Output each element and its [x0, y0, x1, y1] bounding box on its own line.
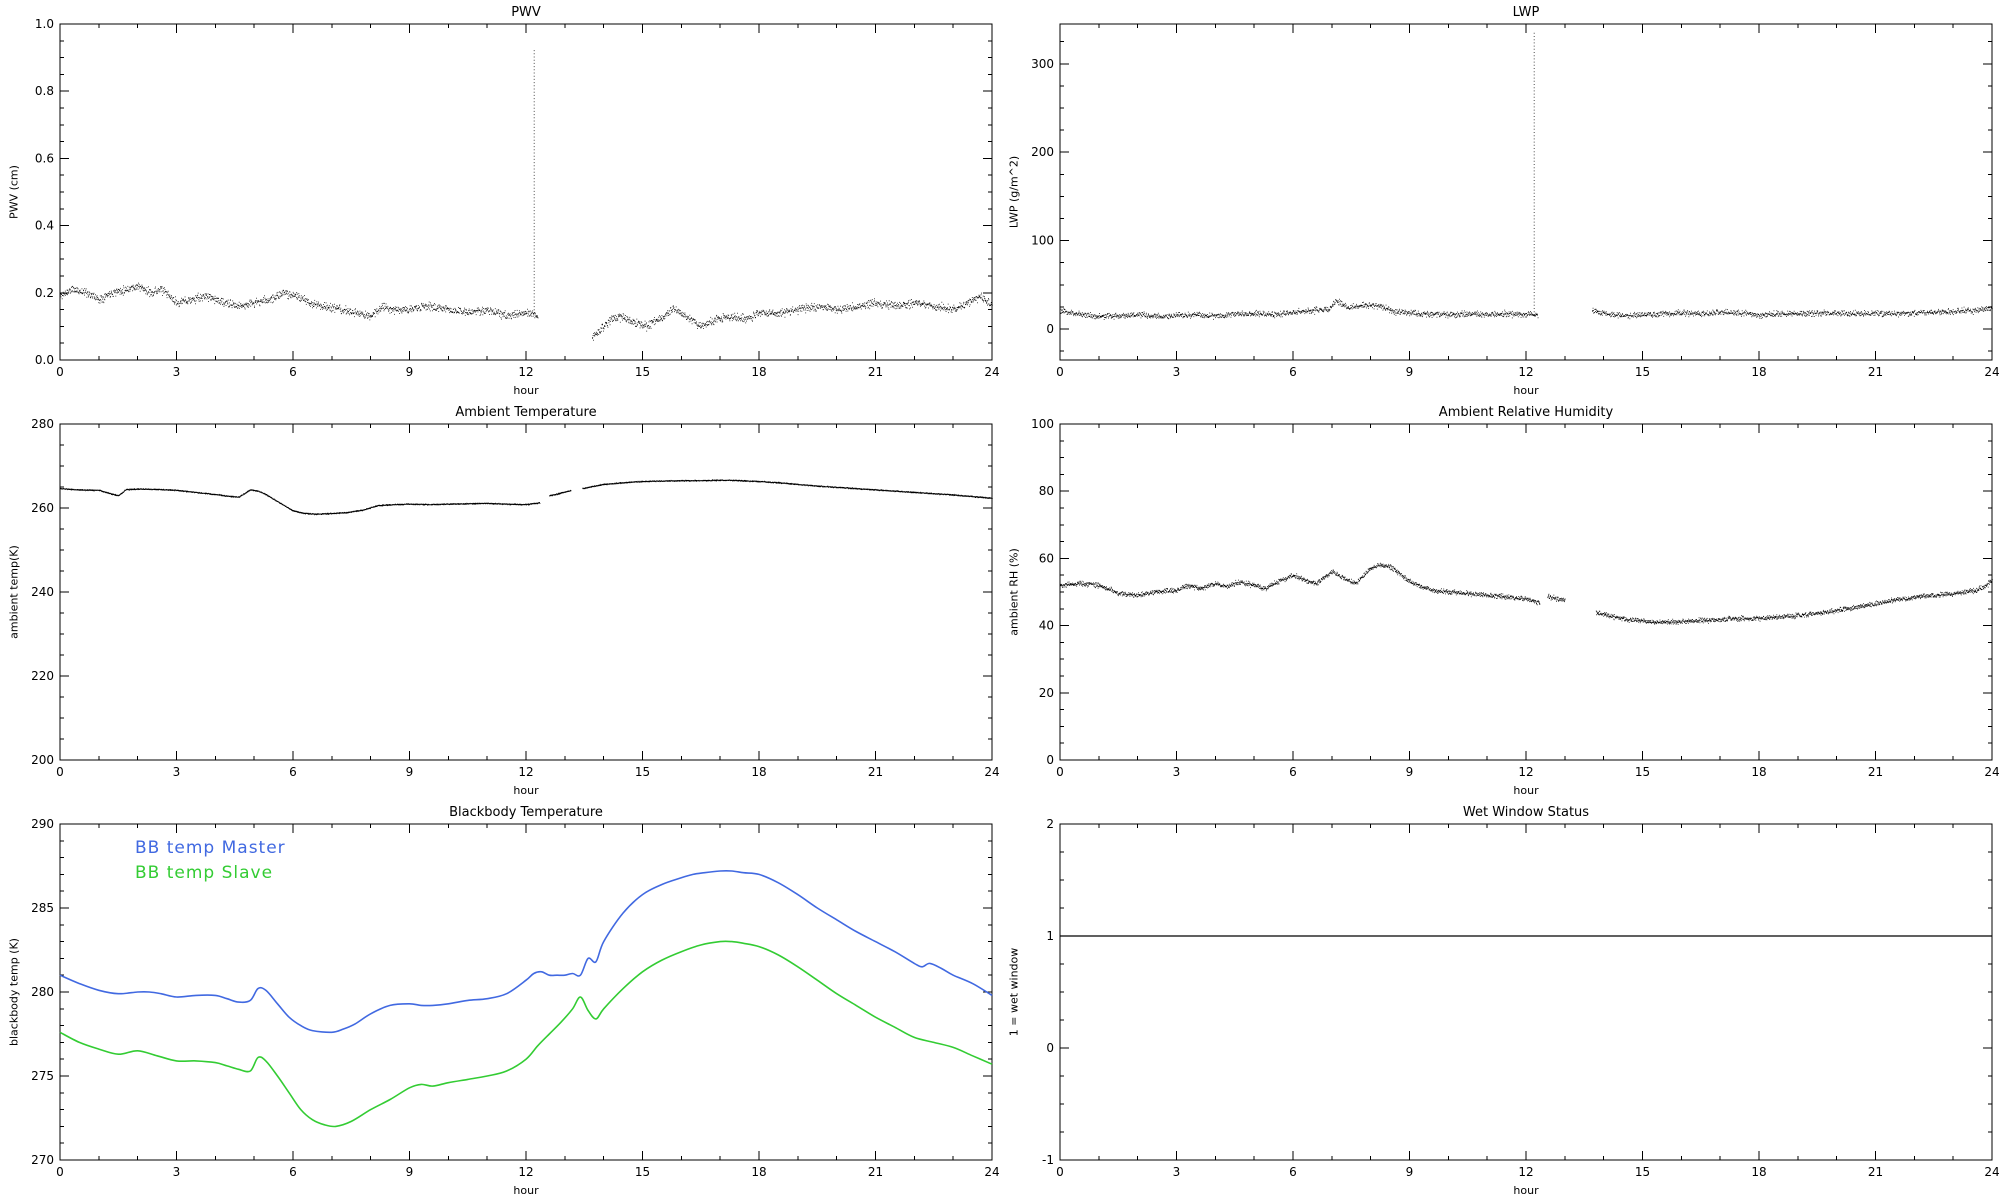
- svg-text:24: 24: [1984, 365, 1999, 379]
- svg-text:220: 220: [31, 669, 54, 683]
- svg-text:1: 1: [1046, 929, 1054, 943]
- svg-text:1.0: 1.0: [35, 17, 54, 31]
- svg-text:24: 24: [1984, 765, 1999, 779]
- svg-text:60: 60: [1039, 551, 1054, 565]
- svg-text:3: 3: [173, 1165, 181, 1179]
- svg-text:15: 15: [635, 365, 650, 379]
- svg-text:290: 290: [31, 817, 54, 831]
- svg-text:3: 3: [1173, 1165, 1181, 1179]
- svg-text:2: 2: [1046, 817, 1054, 831]
- svg-text:21: 21: [1868, 1165, 1883, 1179]
- svg-text:285: 285: [31, 901, 54, 915]
- svg-text:3: 3: [1173, 365, 1181, 379]
- svg-text:0: 0: [1056, 1165, 1064, 1179]
- svg-text:18: 18: [751, 1165, 766, 1179]
- svg-text:6: 6: [1289, 765, 1297, 779]
- svg-text:100: 100: [1031, 417, 1054, 431]
- ambient-relative-humidity-chart: 0 3 6 9 12 15 18 21 24 0 20 40 60 80 100: [1031, 417, 2000, 779]
- svg-text:12: 12: [518, 1165, 533, 1179]
- svg-text:6: 6: [289, 765, 297, 779]
- svg-text:6: 6: [1289, 365, 1297, 379]
- svg-text:24: 24: [984, 765, 999, 779]
- svg-text:270: 270: [31, 1153, 54, 1167]
- svg-text:260: 260: [31, 501, 54, 515]
- svg-text:3: 3: [173, 765, 181, 779]
- svg-text:9: 9: [406, 365, 414, 379]
- svg-text:200: 200: [31, 753, 54, 767]
- svg-text:9: 9: [406, 765, 414, 779]
- svg-text:200: 200: [1031, 145, 1054, 159]
- svg-text:18: 18: [1751, 765, 1766, 779]
- svg-text:9: 9: [406, 1165, 414, 1179]
- pwv-chart: 0 3 6 9 12 15 18 21 24 0.0 0.2 0.4 0.6 0.8 1.0: [35, 17, 1000, 379]
- panel-blackbody-temperature: 0 3 6 9 12 15 18 21 24 270 275 280 285 290 Blackbody …: [0, 800, 1000, 1200]
- svg-text:40: 40: [1039, 619, 1054, 633]
- svg-text:21: 21: [868, 1165, 883, 1179]
- svg-text:3: 3: [1173, 765, 1181, 779]
- svg-text:0.0: 0.0: [35, 353, 54, 367]
- svg-text:280: 280: [31, 417, 54, 431]
- svg-text:0.4: 0.4: [35, 219, 54, 233]
- svg-text:6: 6: [289, 365, 297, 379]
- svg-text:15: 15: [1635, 365, 1650, 379]
- svg-text:6: 6: [1289, 1165, 1297, 1179]
- svg-text:15: 15: [1635, 1165, 1650, 1179]
- panel-pwv: 0 3 6 9 12 15 18 21 24 0.0 0.2 0.4 0.6 0.8 1.0 PWV PWV…: [0, 0, 1000, 400]
- svg-text:9: 9: [1406, 1165, 1414, 1179]
- svg-text:12: 12: [518, 765, 533, 779]
- svg-text:24: 24: [984, 365, 999, 379]
- svg-text:15: 15: [635, 1165, 650, 1179]
- svg-text:240: 240: [31, 585, 54, 599]
- ambient-temperature-chart: 0 3 6 9 12 15 18 21 24 200 220 240 260 280: [31, 417, 1000, 779]
- svg-text:21: 21: [868, 765, 883, 779]
- svg-text:0.6: 0.6: [35, 151, 54, 165]
- svg-text:300: 300: [1031, 57, 1054, 71]
- svg-text:100: 100: [1031, 234, 1054, 248]
- svg-text:0: 0: [1056, 365, 1064, 379]
- panel-wet-window-status: 0 3 6 9 12 15 18 21 24 -1 0 1 2 Wet Window Status 1 …: [1000, 800, 2000, 1200]
- svg-text:20: 20: [1039, 686, 1054, 700]
- svg-text:15: 15: [1635, 765, 1650, 779]
- lwp-chart: 0 3 6 9 12 15 18 21 24 0 100 200 300: [1031, 23, 2000, 379]
- svg-text:275: 275: [31, 1069, 54, 1083]
- svg-text:15: 15: [635, 765, 650, 779]
- svg-text:3: 3: [173, 365, 181, 379]
- svg-text:12: 12: [518, 365, 533, 379]
- svg-text:21: 21: [1868, 765, 1883, 779]
- svg-text:24: 24: [984, 1165, 999, 1179]
- blackbody-temperature-chart: 0 3 6 9 12 15 18 21 24 270 275 280 285 290: [31, 817, 1000, 1179]
- svg-text:6: 6: [289, 1165, 297, 1179]
- svg-text:0: 0: [1046, 322, 1054, 336]
- svg-text:21: 21: [868, 365, 883, 379]
- svg-text:0: 0: [56, 765, 64, 779]
- svg-text:12: 12: [1518, 765, 1533, 779]
- svg-text:9: 9: [1406, 365, 1414, 379]
- svg-text:0: 0: [1046, 753, 1054, 767]
- svg-text:0.8: 0.8: [35, 84, 54, 98]
- svg-text:24: 24: [1984, 1165, 1999, 1179]
- svg-text:12: 12: [1518, 365, 1533, 379]
- panel-lwp: 0 3 6 9 12 15 18 21 24 0 100 200 300 LWP LWP (g/m^2)…: [1000, 0, 2000, 400]
- svg-text:18: 18: [751, 765, 766, 779]
- svg-text:80: 80: [1039, 484, 1054, 498]
- svg-text:12: 12: [1518, 1165, 1533, 1179]
- svg-text:-1: -1: [1042, 1153, 1054, 1167]
- svg-text:0: 0: [1056, 765, 1064, 779]
- svg-text:18: 18: [1751, 365, 1766, 379]
- svg-text:0: 0: [1046, 1041, 1054, 1055]
- panel-ambient-temperature: 0 3 6 9 12 15 18 21 24 200 220 240 260 280 Ambient Te…: [0, 400, 1000, 800]
- svg-text:0: 0: [56, 1165, 64, 1179]
- svg-text:21: 21: [1868, 365, 1883, 379]
- svg-text:280: 280: [31, 985, 54, 999]
- svg-text:18: 18: [1751, 1165, 1766, 1179]
- svg-text:18: 18: [751, 365, 766, 379]
- panel-ambient-relative-humidity: 0 3 6 9 12 15 18 21 24 0 20 40 60 80 100 Ambient Relat…: [1000, 400, 2000, 800]
- svg-text:9: 9: [1406, 765, 1414, 779]
- svg-text:0.2: 0.2: [35, 286, 54, 300]
- svg-text:0: 0: [56, 365, 64, 379]
